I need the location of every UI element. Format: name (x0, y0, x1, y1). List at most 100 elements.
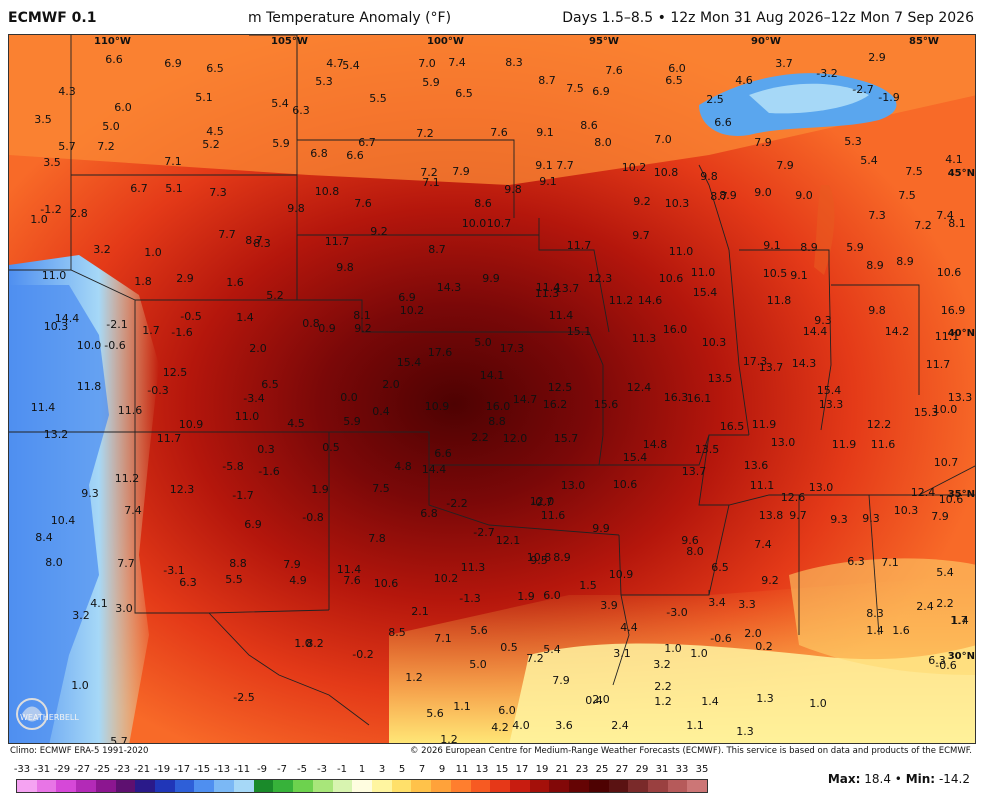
anomaly-value: 4.5 (206, 125, 224, 138)
anomaly-value: 7.0 (654, 133, 672, 146)
legend-swatch (293, 780, 313, 792)
latitude-label: 30°N (948, 651, 975, 662)
anomaly-value: 0.2 (755, 640, 773, 653)
legend-tick-label: 11 (455, 764, 469, 775)
legend-swatch (529, 780, 550, 792)
anomaly-value: 10.6 (939, 493, 964, 506)
anomaly-value: 7.9 (552, 674, 570, 687)
anomaly-value: 1.9 (517, 590, 535, 603)
max-min-readout: Max: 18.4 • Min: -14.2 (828, 772, 970, 786)
anomaly-value: 1.8 (134, 275, 152, 288)
anomaly-value: 1.1 (453, 700, 471, 713)
anomaly-value: 2.4 (916, 600, 934, 613)
legend-swatch (391, 780, 412, 792)
anomaly-value: 7.8 (368, 532, 386, 545)
latitude-label: 45°N (948, 168, 975, 179)
anomaly-value: 14.3 (792, 357, 817, 370)
anomaly-value: 10.6 (374, 577, 399, 590)
anomaly-value: 7.3 (868, 209, 886, 222)
anomaly-value: 1.4 (866, 624, 884, 637)
anomaly-value: 7.3 (209, 186, 227, 199)
anomaly-value: 4.5 (287, 417, 305, 430)
anomaly-value: 7.2 (526, 652, 544, 665)
legend-swatch (95, 780, 116, 792)
legend-swatch (648, 780, 668, 792)
legend-tick-label: 3 (378, 764, 386, 775)
anomaly-value: 6.5 (261, 378, 279, 391)
anomaly-value: 3.3 (738, 598, 756, 611)
max-value: 18.4 (864, 772, 891, 786)
anomaly-value: 0.4 (585, 694, 603, 707)
anomaly-value: 9.8 (504, 183, 522, 196)
anomaly-value: 5.0 (469, 658, 487, 671)
anomaly-value: 13.0 (809, 481, 834, 494)
anomaly-value: 0.4 (372, 405, 390, 418)
legend-swatch (687, 780, 708, 792)
anomaly-value: 8.4 (35, 531, 53, 544)
anomaly-value: 12.4 (911, 486, 936, 499)
anomaly-value: 10.8 (654, 166, 679, 179)
map-canvas: 110°W 105°W 100°W 95°W 90°W 85°W 45°N 40°N 35°N… (9, 35, 975, 743)
svg-text:WEATHERBELL: WEATHERBELL (20, 713, 79, 722)
anomaly-value: 5.6 (470, 624, 488, 637)
anomaly-value: 10.8 (527, 551, 552, 564)
anomaly-value: 17.3 (743, 355, 768, 368)
legend-swatch (411, 780, 432, 792)
anomaly-value: 4.6 (735, 74, 753, 87)
anomaly-value: 13.0 (771, 436, 796, 449)
longitude-label: 90°W (751, 36, 781, 47)
anomaly-value: 4.9 (289, 574, 307, 587)
anomaly-value: 14.4 (803, 325, 828, 338)
anomaly-value: 13.8 (759, 509, 784, 522)
anomaly-value: 9.5 (530, 554, 548, 567)
anomaly-value: 3.2 (93, 243, 111, 256)
anomaly-value: 10.7 (487, 217, 512, 230)
anomaly-value: 2.1 (411, 605, 429, 618)
anomaly-value: 10.2 (434, 572, 459, 585)
longitude-label: 105°W (271, 36, 308, 47)
anomaly-value: -2.5 (233, 691, 254, 704)
legend-tick-label: -11 (233, 764, 251, 775)
anomaly-value: 7.2 (914, 219, 932, 232)
anomaly-value: 11.2 (115, 472, 140, 485)
anomaly-value: 13.3 (948, 391, 973, 404)
anomaly-value: -1.6 (258, 465, 279, 478)
anomaly-value: 11.0 (235, 410, 260, 423)
legend-swatch (490, 780, 510, 792)
anomaly-value: 6.6 (714, 116, 732, 129)
legend-tick-label: 13 (475, 764, 489, 775)
anomaly-value: 11.8 (767, 294, 792, 307)
legend-tick-label: -7 (277, 764, 287, 775)
anomaly-value: 6.9 (592, 85, 610, 98)
anomaly-value: 4.0 (512, 719, 530, 732)
anomaly-value: 6.9 (244, 518, 262, 531)
anomaly-value: 7.1 (422, 176, 440, 189)
anomaly-value: 9.0 (795, 189, 813, 202)
anomaly-value: 2.4 (611, 719, 629, 732)
legend-tick-label: 35 (695, 764, 709, 775)
anomaly-value: 8.2 (306, 637, 324, 650)
anomaly-value: 5.1 (165, 182, 183, 195)
anomaly-value: 9.1 (536, 126, 554, 139)
anomaly-value: -1.9 (878, 91, 899, 104)
anomaly-value: 1.7 (142, 324, 160, 337)
anomaly-value: -0.2 (352, 648, 373, 661)
anomaly-value: 6.6 (346, 149, 364, 162)
latitude-labels: 45°N 40°N 35°N 30°N (948, 168, 975, 662)
anomaly-value: 10.9 (179, 418, 204, 431)
anomaly-value: 16.3 (664, 391, 689, 404)
anomaly-value: 11.7 (926, 358, 951, 371)
anomaly-value: 9.1 (535, 159, 553, 172)
anomaly-value: -0.6 (710, 632, 731, 645)
legend-tick-label: -13 (213, 764, 231, 775)
anomaly-value: 0.0 (340, 391, 358, 404)
anomaly-value: 13.5 (695, 443, 720, 456)
anomaly-value: 7.4 (124, 504, 142, 517)
anomaly-value: 5.4 (860, 154, 878, 167)
anomaly-value: 14.1 (480, 369, 505, 382)
longitude-label: 85°W (909, 36, 939, 47)
anomaly-value: 5.4 (271, 97, 289, 110)
anomaly-value: 11.4 (536, 281, 561, 294)
anomaly-value: 17.6 (428, 346, 453, 359)
anomaly-value: 2.8 (70, 207, 88, 220)
